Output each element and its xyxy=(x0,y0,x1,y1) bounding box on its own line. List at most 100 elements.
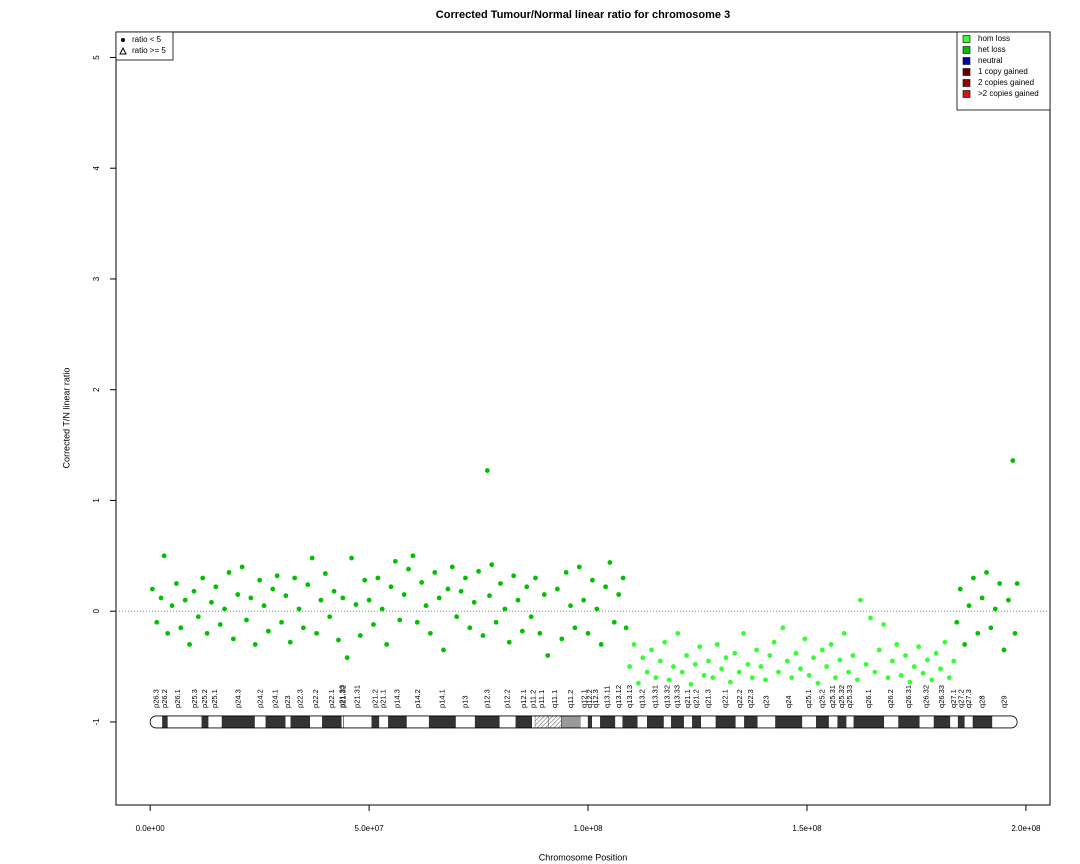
data-point xyxy=(653,675,659,681)
data-point xyxy=(954,619,960,625)
data-point xyxy=(209,599,214,605)
band-label: q23 xyxy=(761,695,770,708)
band-label: p24.2 xyxy=(255,689,264,708)
data-point xyxy=(688,681,694,687)
data-point xyxy=(631,642,637,647)
data-point xyxy=(371,622,376,627)
data-point xyxy=(992,606,998,612)
data-point xyxy=(506,639,512,645)
data-point xyxy=(388,584,394,590)
data-point xyxy=(533,575,538,581)
data-point xyxy=(806,673,812,678)
ideogram-band xyxy=(637,715,648,728)
data-point xyxy=(692,661,698,667)
band-label: q27.3 xyxy=(964,689,973,708)
band-label: p21.32 xyxy=(338,685,347,708)
ideogram-band xyxy=(933,715,951,729)
data-point xyxy=(480,633,486,638)
ideogram-band xyxy=(561,715,581,729)
band-label: q21.2 xyxy=(692,689,701,708)
y-tick-label: 5 xyxy=(92,55,101,60)
band-label: q24 xyxy=(784,695,793,708)
ideogram-band xyxy=(972,715,993,729)
data-point xyxy=(154,619,160,625)
data-point xyxy=(487,593,492,599)
data-point xyxy=(1006,597,1011,603)
band-label: q25.1 xyxy=(804,689,813,708)
band-label: q13.32 xyxy=(662,685,671,708)
data-point xyxy=(723,655,729,661)
band-label: q26.2 xyxy=(886,689,895,708)
band-label: q13.13 xyxy=(625,685,634,708)
data-point xyxy=(828,642,834,647)
data-point xyxy=(837,657,843,663)
data-point xyxy=(427,630,433,636)
band-label: p14.1 xyxy=(437,689,446,708)
data-point xyxy=(463,575,468,581)
band-label: q25.32 xyxy=(837,685,846,708)
data-point xyxy=(445,586,451,592)
data-point xyxy=(868,615,873,621)
data-point xyxy=(933,650,939,656)
data-point xyxy=(252,642,258,647)
data-point xyxy=(846,669,851,675)
data-point xyxy=(988,625,994,631)
legend-box xyxy=(956,31,1051,111)
band-label: p14.2 xyxy=(413,689,422,708)
data-point xyxy=(191,588,197,594)
ideogram-band xyxy=(775,715,803,729)
data-point xyxy=(336,637,341,643)
data-point xyxy=(815,680,821,686)
data-point xyxy=(749,675,755,681)
ideogram-band xyxy=(309,715,323,728)
legend-label: ratio < 5 xyxy=(132,35,162,44)
data-point xyxy=(907,679,913,685)
data-point xyxy=(798,666,803,672)
ideogram-band xyxy=(388,715,407,729)
ideogram-band xyxy=(591,715,601,728)
x-tick-label: 0.0e+00 xyxy=(136,824,166,833)
y-tick-label: 3 xyxy=(92,276,101,281)
data-point xyxy=(458,588,464,594)
data-point xyxy=(603,584,608,590)
x-tick-label: 1.0e+08 xyxy=(573,824,603,833)
data-point xyxy=(572,625,578,631)
data-point xyxy=(441,647,446,653)
data-point xyxy=(493,619,499,625)
data-point xyxy=(951,658,957,664)
data-point xyxy=(296,606,302,612)
data-point xyxy=(397,617,403,623)
data-point xyxy=(771,639,777,645)
data-point xyxy=(410,553,416,559)
legend-swatch xyxy=(962,68,971,76)
data-point xyxy=(524,584,530,590)
band-label: p11.2 xyxy=(529,690,538,708)
data-point xyxy=(898,673,904,678)
data-point xyxy=(671,664,676,669)
x-tick-label: 1.5e+08 xyxy=(792,824,822,833)
ideogram-band xyxy=(802,715,817,728)
data-point xyxy=(701,673,707,678)
data-point xyxy=(340,595,346,601)
data-point xyxy=(784,658,790,664)
data-point xyxy=(594,606,600,612)
ideogram-band xyxy=(343,715,372,728)
data-point xyxy=(616,592,622,597)
data-point xyxy=(1014,581,1020,586)
data-point xyxy=(353,602,359,607)
data-point xyxy=(635,680,641,686)
data-point xyxy=(1012,630,1018,636)
ideogram-band xyxy=(615,715,623,728)
data-point xyxy=(149,586,155,592)
data-point xyxy=(537,630,543,636)
data-point xyxy=(758,664,764,669)
data-point xyxy=(585,630,591,636)
legend-label: het loss xyxy=(978,45,1006,54)
band-label: p21.1 xyxy=(379,689,388,708)
data-point xyxy=(301,625,306,631)
data-point xyxy=(741,630,746,636)
ideogram-band xyxy=(341,715,344,728)
ideogram-band xyxy=(455,715,476,728)
ideogram-band xyxy=(265,715,286,729)
